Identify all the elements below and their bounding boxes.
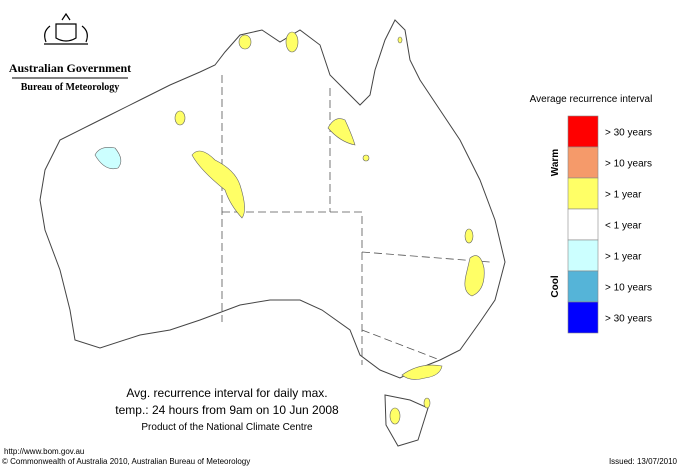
warm-area (464, 228, 474, 244)
anomaly-areas (94, 31, 485, 425)
warm-area (362, 154, 370, 162)
warm-area (389, 407, 401, 425)
website: http://www.bom.gov.au (4, 447, 84, 456)
warm-area (401, 364, 443, 380)
legend-swatch (567, 239, 599, 272)
copyright: © Commonwealth of Australia 2010, Austra… (2, 457, 250, 466)
warm-area (191, 150, 245, 219)
warm-area (464, 255, 485, 297)
legend-label: > 10 years (605, 159, 652, 170)
caption-line: Product of the National Climate Centre (141, 422, 313, 433)
legend-label: > 30 years (605, 314, 652, 325)
legend-group-label: Warm (550, 149, 561, 177)
warm-area (285, 31, 299, 53)
legend: > 30 years > 10 years > 1 year < 1 year > 1 … (550, 115, 652, 334)
warm-area (174, 110, 186, 126)
legend-swatch (567, 115, 599, 148)
legend-swatch (567, 177, 599, 210)
legend-label: > 1 year (605, 252, 642, 263)
legend-label: > 30 years (605, 128, 652, 139)
legend-title: Average recurrence interval (530, 94, 653, 105)
legend-label: < 1 year (605, 221, 642, 232)
legend-swatch (567, 301, 599, 334)
caption-line: temp.: 24 hours from 9am on 10 Jun 2008 (115, 403, 339, 417)
legend-swatch (567, 146, 599, 179)
warm-area (238, 34, 252, 50)
caption-line: Avg. recurrence interval for daily max. (126, 386, 327, 400)
warm-area (327, 118, 356, 146)
legend-swatch (567, 208, 599, 241)
warm-area (397, 36, 403, 44)
legend-swatch (567, 270, 599, 303)
bureau-name: Bureau of Meteorology (21, 82, 120, 93)
legend-label: > 10 years (605, 283, 652, 294)
government-name: Australian Government (9, 61, 131, 75)
cool-area (94, 147, 122, 169)
legend-group-label: Cool (550, 275, 561, 297)
warm-area (423, 397, 431, 409)
issued-date: Issued: 13/07/2010 (609, 457, 678, 466)
coat-of-arms (44, 12, 88, 45)
legend-label: > 1 year (605, 190, 642, 201)
tasmania (384, 394, 429, 447)
mainland (39, 19, 506, 379)
state-borders (221, 75, 491, 365)
